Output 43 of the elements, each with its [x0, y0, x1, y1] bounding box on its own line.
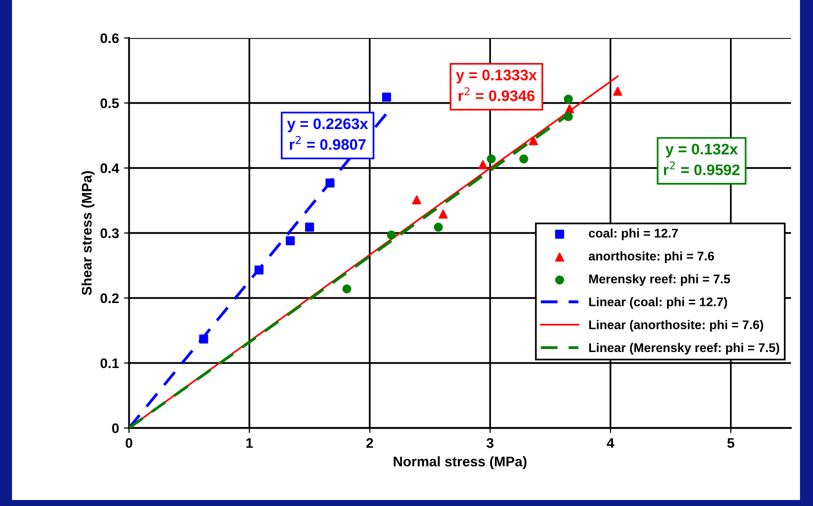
legend-label: coal: phi = 12.7: [588, 228, 678, 240]
legend-label: Linear (coal: phi = 12.7): [589, 297, 728, 309]
legend-label: anorthosite: phi = 7.6: [588, 251, 714, 263]
x-tick-label: 2: [366, 438, 374, 448]
point: [412, 195, 422, 204]
point: [613, 86, 622, 96]
legend-label: Merensky reef: phi = 7.5: [589, 274, 730, 286]
point: [305, 222, 314, 232]
legend-label: Linear (Merensky reef: phi = 7.5): [589, 342, 780, 355]
x-axis-title: Normal stress (MPa): [394, 456, 526, 470]
point: [286, 236, 295, 246]
point: [199, 334, 208, 344]
point: [254, 266, 264, 275]
point: [564, 94, 573, 104]
legend-label: Linear (anorthosite: phi = 7.6): [589, 320, 764, 332]
point: [486, 154, 496, 164]
x-tick-label: 1: [246, 438, 253, 448]
point: [528, 136, 538, 146]
y-tick-label: 0.5: [100, 98, 119, 108]
point: [382, 92, 392, 102]
annotation: y = 0.1333x r$^{2}$ = 0.9346: [456, 70, 537, 102]
point: [386, 230, 396, 240]
y-axis-title: Shear stress (MPa): [81, 171, 94, 296]
x-tick-label: 3: [486, 438, 494, 448]
x-tick-label: 0: [126, 438, 132, 448]
point: [565, 104, 574, 114]
point: [438, 210, 448, 219]
point: [564, 112, 573, 122]
y-tick-label: 0.1: [100, 358, 119, 368]
point: [326, 178, 335, 188]
point: [519, 154, 528, 164]
y-tick-label: 0.4: [100, 163, 120, 174]
x-tick-label: 5: [727, 438, 734, 448]
point: [434, 222, 443, 232]
point: [342, 284, 352, 294]
annotation: y = 0.132x r$^{2}$ = 0.9592: [664, 144, 740, 176]
x-tick-label: 4: [606, 438, 614, 448]
y-tick-label: 0.2: [100, 293, 119, 304]
annotation: y = 0.2263x r$^{2}$ = 0.9807: [287, 118, 368, 150]
y-tick-label: 0: [112, 423, 119, 434]
y-tick-label: 0.3: [100, 228, 119, 238]
point: [478, 160, 488, 170]
y-tick-label: 0.6: [100, 33, 119, 44]
